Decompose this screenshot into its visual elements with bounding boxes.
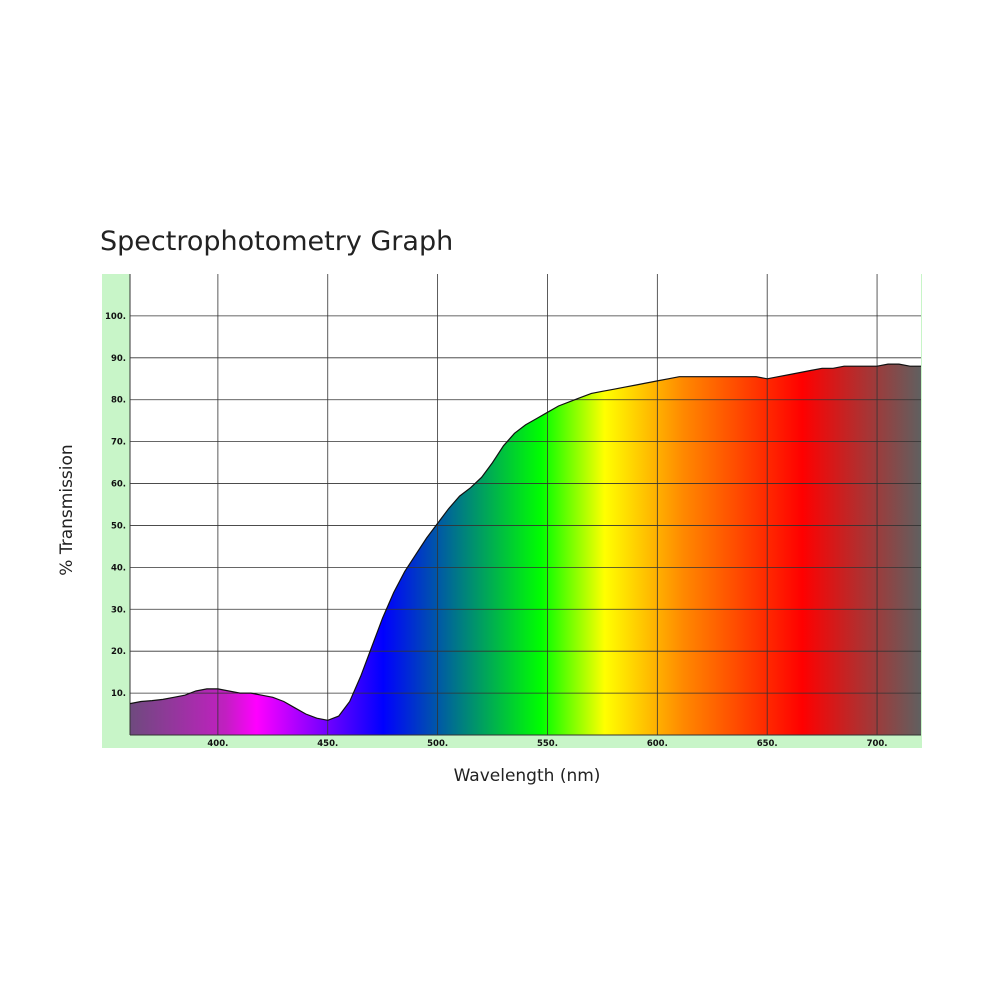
y-tick-label: 90. xyxy=(111,354,126,364)
grid-lines xyxy=(129,274,921,736)
x-tick-label: 650. xyxy=(757,739,778,749)
x-tick-label: 400. xyxy=(207,739,228,749)
x-tick-label: 550. xyxy=(537,739,558,749)
transmission-curve xyxy=(129,363,921,721)
x-tick-label: 700. xyxy=(867,739,888,749)
y-tick-label: 80. xyxy=(111,396,126,406)
x-tick-label: 500. xyxy=(427,739,448,749)
y-tick-label: 40. xyxy=(111,563,126,573)
tick-labels: 400. 450. 500. 550. 600. 650. 700. 10. 20. 30. 40.… xyxy=(105,312,888,749)
y-tick-label: 30. xyxy=(111,605,126,615)
y-axis-title: % Transmission xyxy=(57,444,77,576)
y-tick-label: 10. xyxy=(111,689,126,699)
y-tick-label: 60. xyxy=(111,480,126,490)
y-tick-label: 100. xyxy=(105,312,126,322)
y-tick-label: 50. xyxy=(111,521,126,531)
y-tick-label: 20. xyxy=(111,647,126,657)
x-axis-title: Wavelength (nm) xyxy=(453,766,601,786)
x-tick-label: 450. xyxy=(317,739,338,749)
y-tick-label: 70. xyxy=(111,438,126,448)
x-tick-label: 600. xyxy=(647,739,668,749)
chart-title: Spectrophotometry Graph xyxy=(100,226,454,257)
